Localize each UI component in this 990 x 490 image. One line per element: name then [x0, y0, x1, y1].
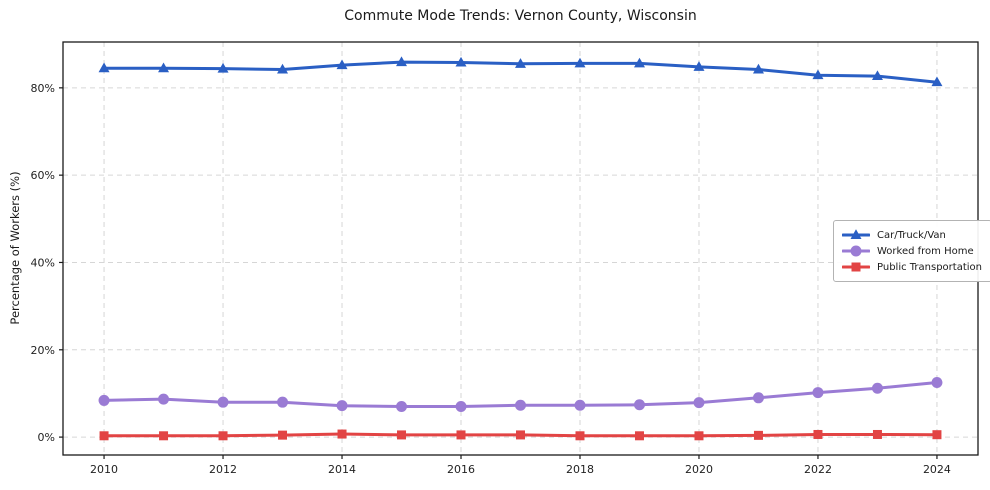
x-tick-label: 2018	[566, 463, 594, 476]
circle-markers	[98, 377, 943, 413]
x-tick-label: 2020	[685, 463, 713, 476]
x-tick-label: 2012	[209, 463, 237, 476]
legend-label: Car/Truck/Van	[877, 229, 946, 241]
y-tick-label: 60%	[31, 169, 55, 182]
legend-square-icon	[842, 262, 870, 272]
legend-item: Worked from Home	[842, 243, 982, 259]
x-tick-label: 2010	[90, 463, 118, 476]
y-tick-label: 80%	[31, 82, 55, 95]
legend-item: Car/Truck/Van	[842, 227, 982, 243]
legend-circle-icon	[842, 245, 870, 257]
series-worked-from-home	[98, 377, 943, 413]
series-public-transportation	[99, 429, 942, 441]
y-tick-label: 40%	[31, 256, 55, 269]
legend-item: Public Transportation	[842, 259, 982, 275]
axis-ticks	[59, 87, 938, 459]
y-tick-label: 20%	[31, 344, 55, 357]
x-tick-label: 2022	[804, 463, 832, 476]
x-tick-label: 2014	[328, 463, 356, 476]
series-car-truck-van	[98, 56, 943, 87]
legend-label: Worked from Home	[877, 245, 974, 257]
triangle-markers	[98, 56, 943, 87]
legend-label: Public Transportation	[877, 261, 982, 273]
chart-title: Commute Mode Trends: Vernon County, Wisc…	[344, 8, 697, 24]
x-tick-label: 2016	[447, 463, 475, 476]
square-markers	[99, 429, 942, 441]
legend: Car/Truck/Van Worked from Home Public Tran…	[833, 220, 990, 282]
x-tick-label: 2024	[923, 463, 951, 476]
legend-triangle-icon	[842, 229, 870, 239]
y-tick-label: 0%	[38, 431, 55, 444]
axis-tick-labels: 0% 20% 40% 60% 80% 2010 2012 2014 2016 2018 2020 20…	[31, 82, 951, 476]
